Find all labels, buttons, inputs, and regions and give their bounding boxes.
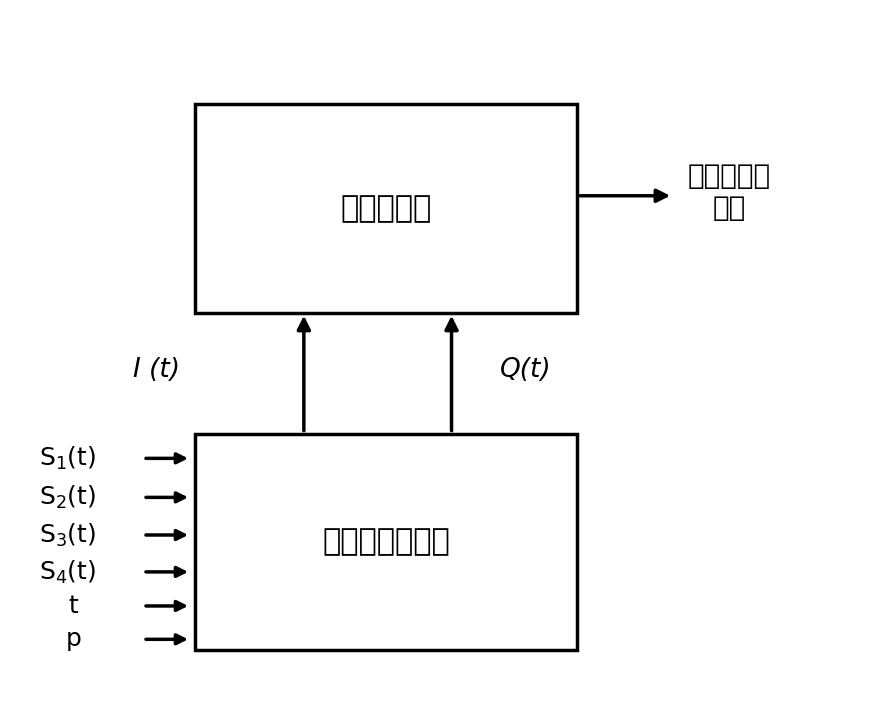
Text: S$_1$(t): S$_1$(t) [39, 444, 96, 472]
Text: 基带信号生成器: 基带信号生成器 [323, 527, 450, 556]
Bar [196, 434, 577, 650]
Text: 恒包络调制
信号: 恒包络调制 信号 [688, 162, 771, 223]
Text: I (t): I (t) [132, 357, 180, 383]
Text: p: p [66, 628, 82, 651]
Bar [196, 103, 577, 313]
Text: S$_4$(t): S$_4$(t) [39, 559, 96, 585]
Text: t: t [68, 594, 79, 618]
Text: S$_3$(t): S$_3$(t) [39, 521, 96, 549]
Text: S$_2$(t): S$_2$(t) [39, 484, 96, 511]
Text: 正交调制器: 正交调制器 [341, 194, 432, 223]
Text: Q(t): Q(t) [500, 357, 551, 383]
